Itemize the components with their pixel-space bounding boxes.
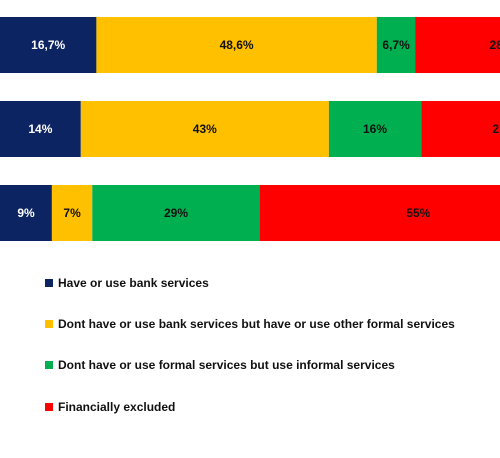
legend-item-informal: Dont have or use formal services but use… xyxy=(45,345,455,386)
data-label-informal-row-2: 16% xyxy=(363,122,387,136)
data-label-bank-row-1: 16,7% xyxy=(31,38,65,52)
bar-segment-informal-row-3 xyxy=(92,185,260,241)
data-label-excluded-row-3: 55% xyxy=(406,206,430,220)
legend-label-other-formal: Dont have or use bank services but have … xyxy=(58,316,455,331)
legend-item-excluded: Financially excluded xyxy=(45,386,455,427)
legend-swatch-informal xyxy=(45,361,53,370)
bar-segment-excluded-row-3 xyxy=(259,185,500,241)
legend-label-informal: Dont have or use formal services but use… xyxy=(58,358,395,373)
bar-segment-bank-row-1 xyxy=(0,17,97,73)
bar-segment-informal-row-1 xyxy=(376,17,416,73)
legend-swatch-excluded xyxy=(45,402,53,411)
data-label-bank-row-2: 14% xyxy=(28,122,52,136)
stacked-bar-chart: 16,7% 48,6% 6,7% 28 14% 43% 16% 27 9% 7% 29% 55% xyxy=(0,17,500,241)
data-label-other-formal-row-3: 7% xyxy=(63,206,81,220)
data-label-informal-row-1: 6,7% xyxy=(382,38,410,52)
bar-segment-informal-row-2 xyxy=(328,101,422,157)
data-label-informal-row-3: 29% xyxy=(164,206,188,220)
legend-label-excluded: Financially excluded xyxy=(58,399,176,414)
data-label-other-formal-row-2: 43% xyxy=(193,122,217,136)
data-label-excluded-row-1: 28 xyxy=(490,38,500,52)
data-label-other-formal-row-1: 48,6% xyxy=(220,38,254,52)
bar-segment-other-formal-row-1 xyxy=(96,17,377,73)
bar-segment-excluded-row-1 xyxy=(415,17,500,73)
bar-segment-other-formal-row-2 xyxy=(80,101,329,157)
data-label-bank-row-3: 9% xyxy=(17,206,35,220)
legend: Have or use bank services Dont have or u… xyxy=(45,262,455,427)
legend-swatch-other-formal xyxy=(45,319,53,328)
bar-segment-excluded-row-2 xyxy=(421,101,500,157)
legend-swatch-bank xyxy=(45,278,53,287)
bar-segment-bank-row-3 xyxy=(0,185,52,241)
legend-item-other-formal: Dont have or use bank services but have … xyxy=(45,303,455,344)
data-label-excluded-row-2: 27 xyxy=(492,122,500,136)
bar-segment-other-formal-row-3 xyxy=(51,185,93,241)
bar-segment-bank-row-2 xyxy=(0,101,81,157)
legend-item-bank: Have or use bank services xyxy=(45,262,455,303)
legend-label-bank: Have or use bank services xyxy=(58,275,209,290)
